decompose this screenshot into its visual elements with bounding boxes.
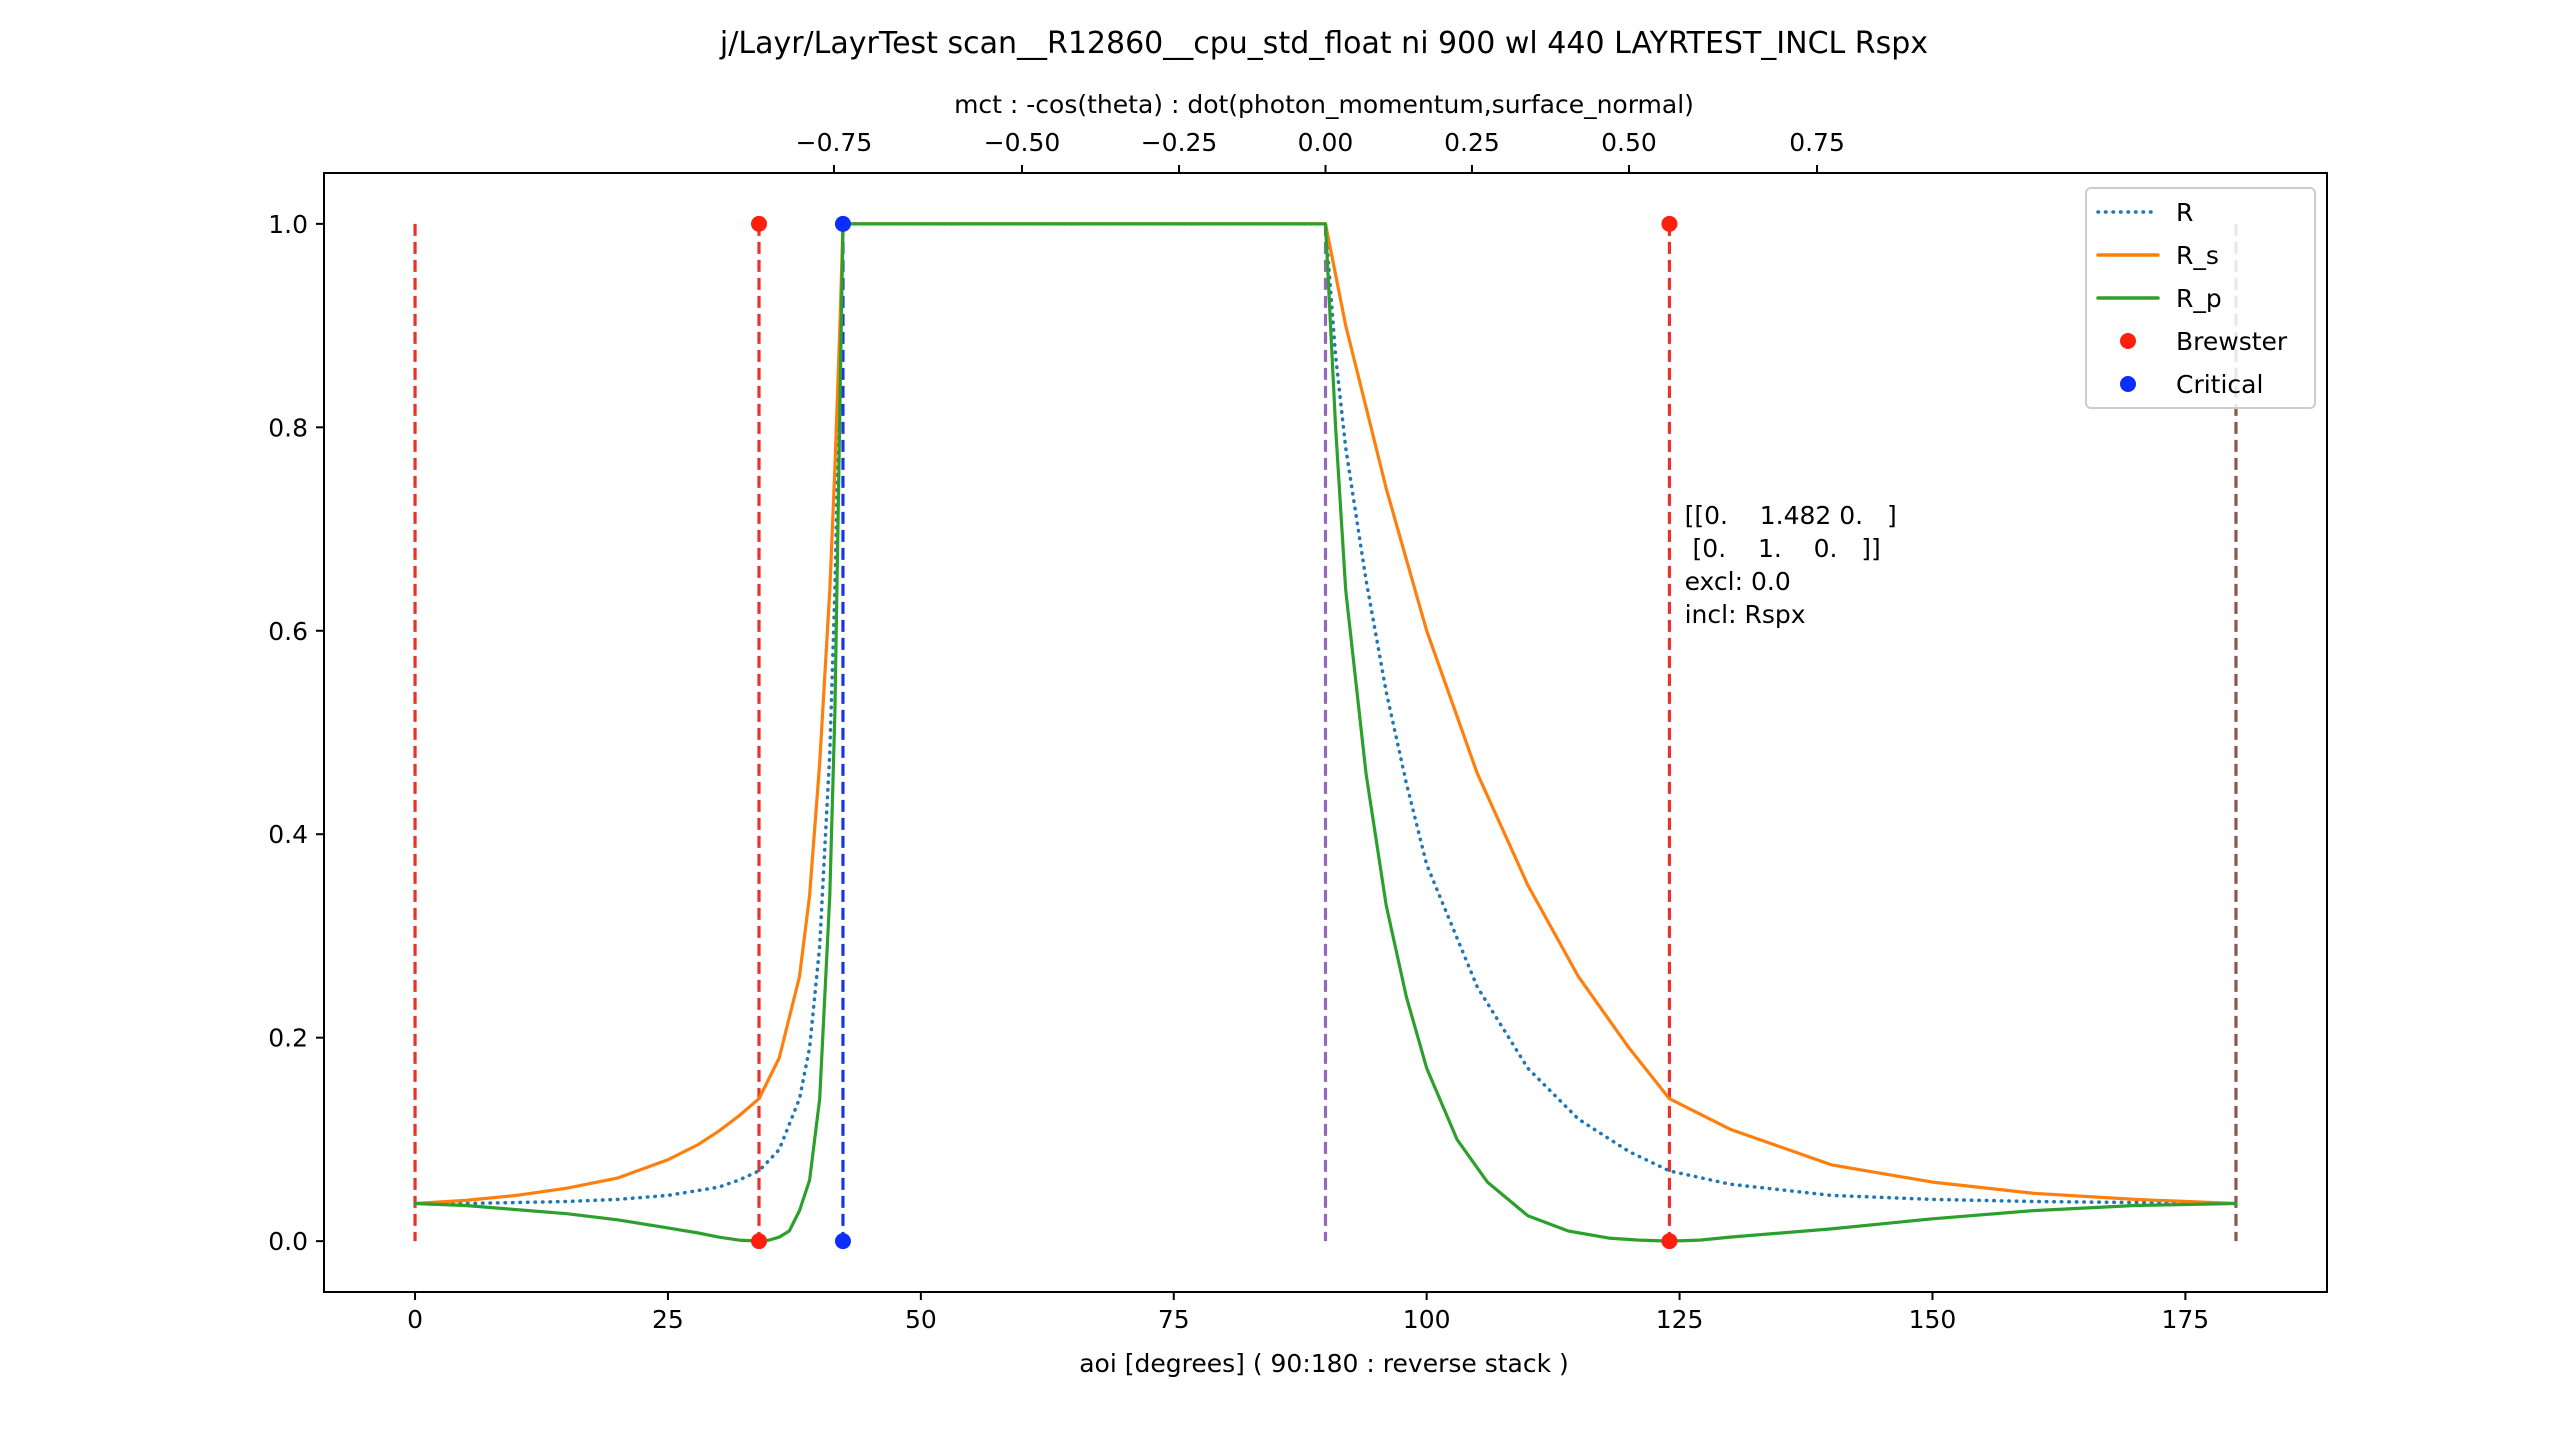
brewster-point-1	[750, 1233, 767, 1250]
x-tick-label: 150	[1909, 1305, 1957, 1334]
top-tick-label: 0.00	[1298, 128, 1354, 157]
axes: 0 25 50 75 100 125 150 175 −0.75 −0.50 −0.25 0.00 0.…	[268, 128, 2328, 1334]
annotation-line: incl: Rspx	[1685, 600, 1806, 629]
legend: R R_s R_p Brewster Critical	[2085, 187, 2316, 409]
x-tick-label: 75	[1158, 1305, 1190, 1334]
legend-box	[2085, 187, 2316, 409]
x-tick-label: 25	[652, 1305, 684, 1334]
y-tick-label: 0.0	[268, 1227, 308, 1256]
x-tick-label: 0	[407, 1305, 423, 1334]
legend-label: R_p	[2176, 284, 2222, 313]
x-tick-label: 100	[1403, 1305, 1451, 1334]
x-axis-label: aoi [degrees] ( 90:180 : reverse stack )	[1079, 1349, 1569, 1378]
plot-area	[413, 215, 2238, 1250]
legend-swatch-critical	[2120, 376, 2136, 392]
legend-label: R	[2176, 198, 2193, 227]
x-tick-label: 50	[905, 1305, 937, 1334]
y-tick-label: 1.0	[268, 210, 308, 239]
y-tick-label: 0.8	[268, 413, 308, 442]
legend-label: Brewster	[2176, 327, 2288, 356]
top-tick-label: −0.75	[796, 128, 873, 157]
legend-label: Critical	[2176, 370, 2263, 399]
y-tick-label: 0.6	[268, 617, 308, 646]
top-tick-label: 0.50	[1601, 128, 1657, 157]
top-tick-label: 0.25	[1444, 128, 1500, 157]
y-tick-label: 0.2	[268, 1024, 308, 1053]
legend-swatch-brewster	[2120, 333, 2136, 349]
brewster-point-3	[1661, 1233, 1678, 1250]
annotation-line: excl: 0.0	[1685, 567, 1791, 596]
legend-label: R_s	[2176, 241, 2219, 270]
top-axis-label: mct : -cos(theta) : dot(photon_momentum,…	[954, 90, 1694, 119]
annotation: [[0. 1.482 0. ] [0. 1. 0. ]] excl: 0.0 inc…	[1685, 501, 1897, 629]
y-tick-label: 0.4	[268, 820, 308, 849]
annotation-line: [0. 1. 0. ]]	[1685, 534, 1881, 563]
top-tick-label: 0.75	[1789, 128, 1845, 157]
brewster-point-2	[1661, 215, 1678, 232]
top-tick-label: −0.25	[1141, 128, 1218, 157]
brewster-point-0	[750, 215, 767, 232]
top-tick-label: −0.50	[984, 128, 1061, 157]
x-tick-label: 125	[1656, 1305, 1704, 1334]
x-tick-label: 175	[2162, 1305, 2210, 1334]
critical-point-1	[834, 1233, 851, 1250]
critical-point-0	[834, 215, 851, 232]
chart-title: j/Layr/LayrTest scan__R12860__cpu_std_fl…	[719, 26, 1928, 61]
annotation-line: [[0. 1.482 0. ]	[1685, 501, 1897, 530]
